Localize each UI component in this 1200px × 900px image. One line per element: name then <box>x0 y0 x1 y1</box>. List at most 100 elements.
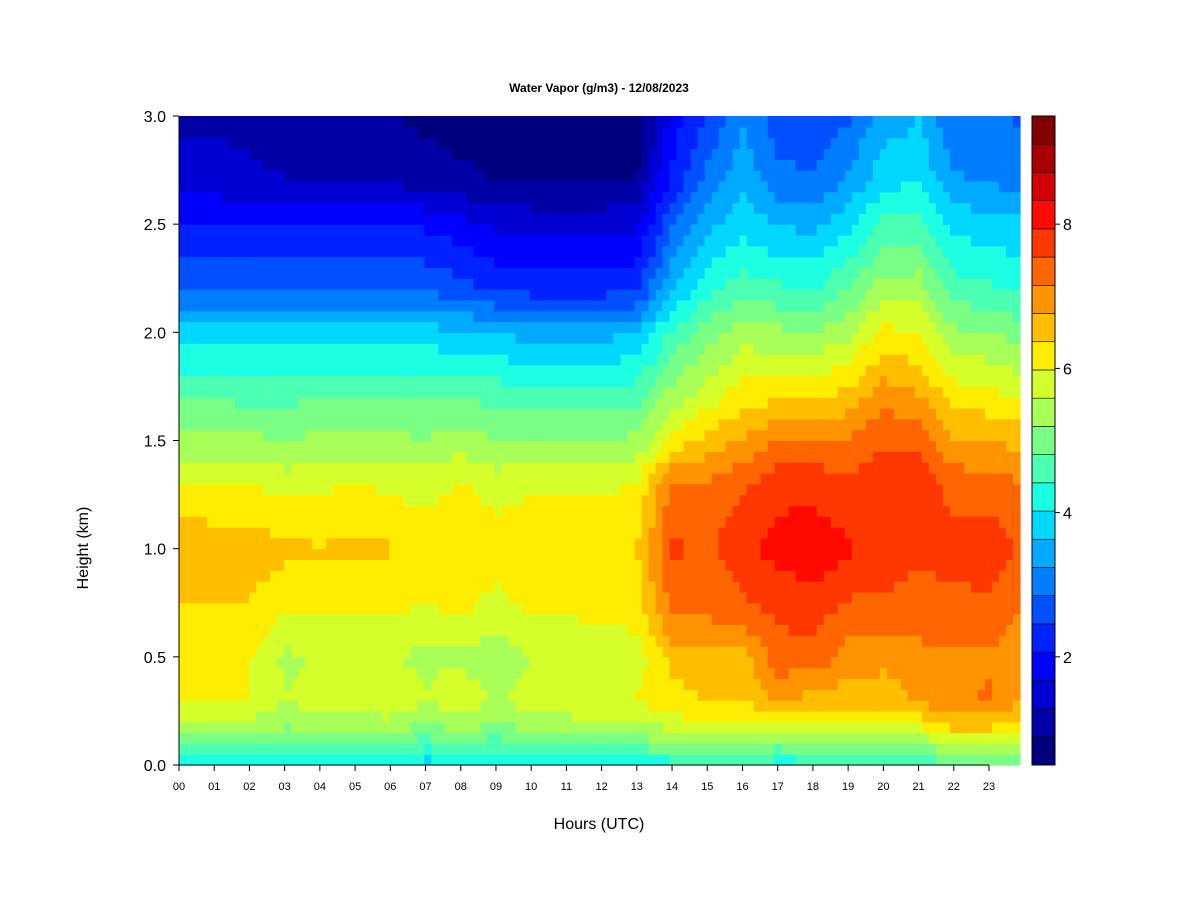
heatmap-cell <box>228 180 236 193</box>
heatmap-cell <box>270 667 278 680</box>
heatmap-cell <box>480 408 488 420</box>
heatmap-cell <box>655 386 664 398</box>
heatmap-cell <box>270 213 278 225</box>
heatmap-cell <box>585 408 594 420</box>
heatmap-cell <box>613 559 622 571</box>
heatmap-cell <box>186 343 194 355</box>
heatmap-cell <box>270 624 278 636</box>
heatmap-cell <box>662 700 671 712</box>
heatmap-cell <box>228 689 236 701</box>
heatmap-cell <box>242 602 250 615</box>
heatmap-cell <box>746 559 755 571</box>
heatmap-cell <box>221 202 229 214</box>
heatmap-cell <box>235 527 243 539</box>
heatmap-cell <box>718 310 727 323</box>
heatmap-cell <box>606 234 615 247</box>
heatmap-cell <box>333 364 341 377</box>
heatmap-cell <box>186 678 194 690</box>
heatmap-cell <box>340 202 348 214</box>
heatmap-cell <box>389 299 397 312</box>
heatmap-cell <box>704 581 713 593</box>
heatmap-cell <box>312 137 320 150</box>
heatmap-cell <box>368 743 376 755</box>
heatmap-cell <box>249 581 257 593</box>
heatmap-cell <box>480 429 488 442</box>
heatmap-cell <box>606 364 615 377</box>
heatmap-cell <box>494 224 502 236</box>
heatmap-cell <box>382 234 390 247</box>
heatmap-cell <box>732 754 741 766</box>
heatmap-cell <box>571 494 580 506</box>
heatmap-cell <box>207 299 215 312</box>
heatmap-cell <box>438 527 446 539</box>
heatmap-cell <box>690 191 699 204</box>
heatmap-cell <box>550 537 559 550</box>
heatmap-cell <box>599 289 608 301</box>
heatmap-cell <box>669 548 678 561</box>
heatmap-cell <box>410 191 418 204</box>
heatmap-cell <box>515 624 524 636</box>
heatmap-cell <box>718 548 727 561</box>
heatmap-cell <box>214 667 222 680</box>
heatmap-cell <box>361 137 369 150</box>
heatmap-cell <box>697 245 706 258</box>
heatmap-cell <box>438 635 446 647</box>
heatmap-cell <box>606 591 615 604</box>
heatmap-cell <box>676 137 685 150</box>
heatmap-cell <box>508 116 516 128</box>
heatmap-cell <box>200 656 208 669</box>
heatmap-cell <box>214 343 222 355</box>
heatmap-cell <box>585 418 594 431</box>
heatmap-cell <box>592 353 601 366</box>
heatmap-cell <box>578 732 587 744</box>
heatmap-cell <box>480 332 488 344</box>
heatmap-cell <box>746 116 755 128</box>
heatmap-cell <box>704 278 713 290</box>
heatmap-cell <box>690 126 699 139</box>
heatmap-cell <box>648 386 657 398</box>
heatmap-cell <box>179 678 187 690</box>
heatmap-cell <box>403 678 411 690</box>
heatmap-cell <box>221 472 229 485</box>
heatmap-cell <box>361 375 369 388</box>
heatmap-cell <box>634 656 643 669</box>
heatmap-cell <box>193 386 201 398</box>
heatmap-cell <box>186 191 194 204</box>
heatmap-cell <box>214 148 222 160</box>
heatmap-cell <box>704 494 713 506</box>
heatmap-cell <box>480 191 488 204</box>
heatmap-cell <box>557 559 566 571</box>
heatmap-cell <box>641 721 650 734</box>
heatmap-cell <box>228 570 236 582</box>
heatmap-cell <box>368 548 376 561</box>
heatmap-cell <box>662 613 671 625</box>
heatmap-cell <box>389 364 397 377</box>
heatmap-cell <box>662 732 671 744</box>
heatmap-cell <box>697 397 706 409</box>
heatmap-cell <box>277 451 285 463</box>
heatmap-cell <box>389 678 397 690</box>
heatmap-cell <box>466 137 474 150</box>
heatmap-cell <box>655 159 664 171</box>
heatmap-cell <box>368 570 376 582</box>
heatmap-cell <box>578 743 587 755</box>
heatmap-cell <box>438 646 446 658</box>
heatmap-cell <box>347 289 355 301</box>
heatmap-cell <box>676 732 685 744</box>
heatmap-cell <box>753 332 762 344</box>
heatmap-cell <box>529 635 538 647</box>
heatmap-cell <box>221 267 229 279</box>
heatmap-cell <box>578 364 587 377</box>
heatmap-cell <box>501 299 509 312</box>
heatmap-cell <box>277 678 285 690</box>
heatmap-cell <box>368 137 376 150</box>
heatmap-cell <box>221 527 229 539</box>
heatmap-cell <box>298 429 306 442</box>
heatmap-cell <box>207 170 215 182</box>
heatmap-cell <box>613 646 622 658</box>
heatmap-cell <box>753 559 762 571</box>
heatmap-cell <box>403 635 411 647</box>
heatmap-cell <box>291 537 299 550</box>
heatmap-cell <box>375 646 383 658</box>
heatmap-cell <box>368 451 376 463</box>
